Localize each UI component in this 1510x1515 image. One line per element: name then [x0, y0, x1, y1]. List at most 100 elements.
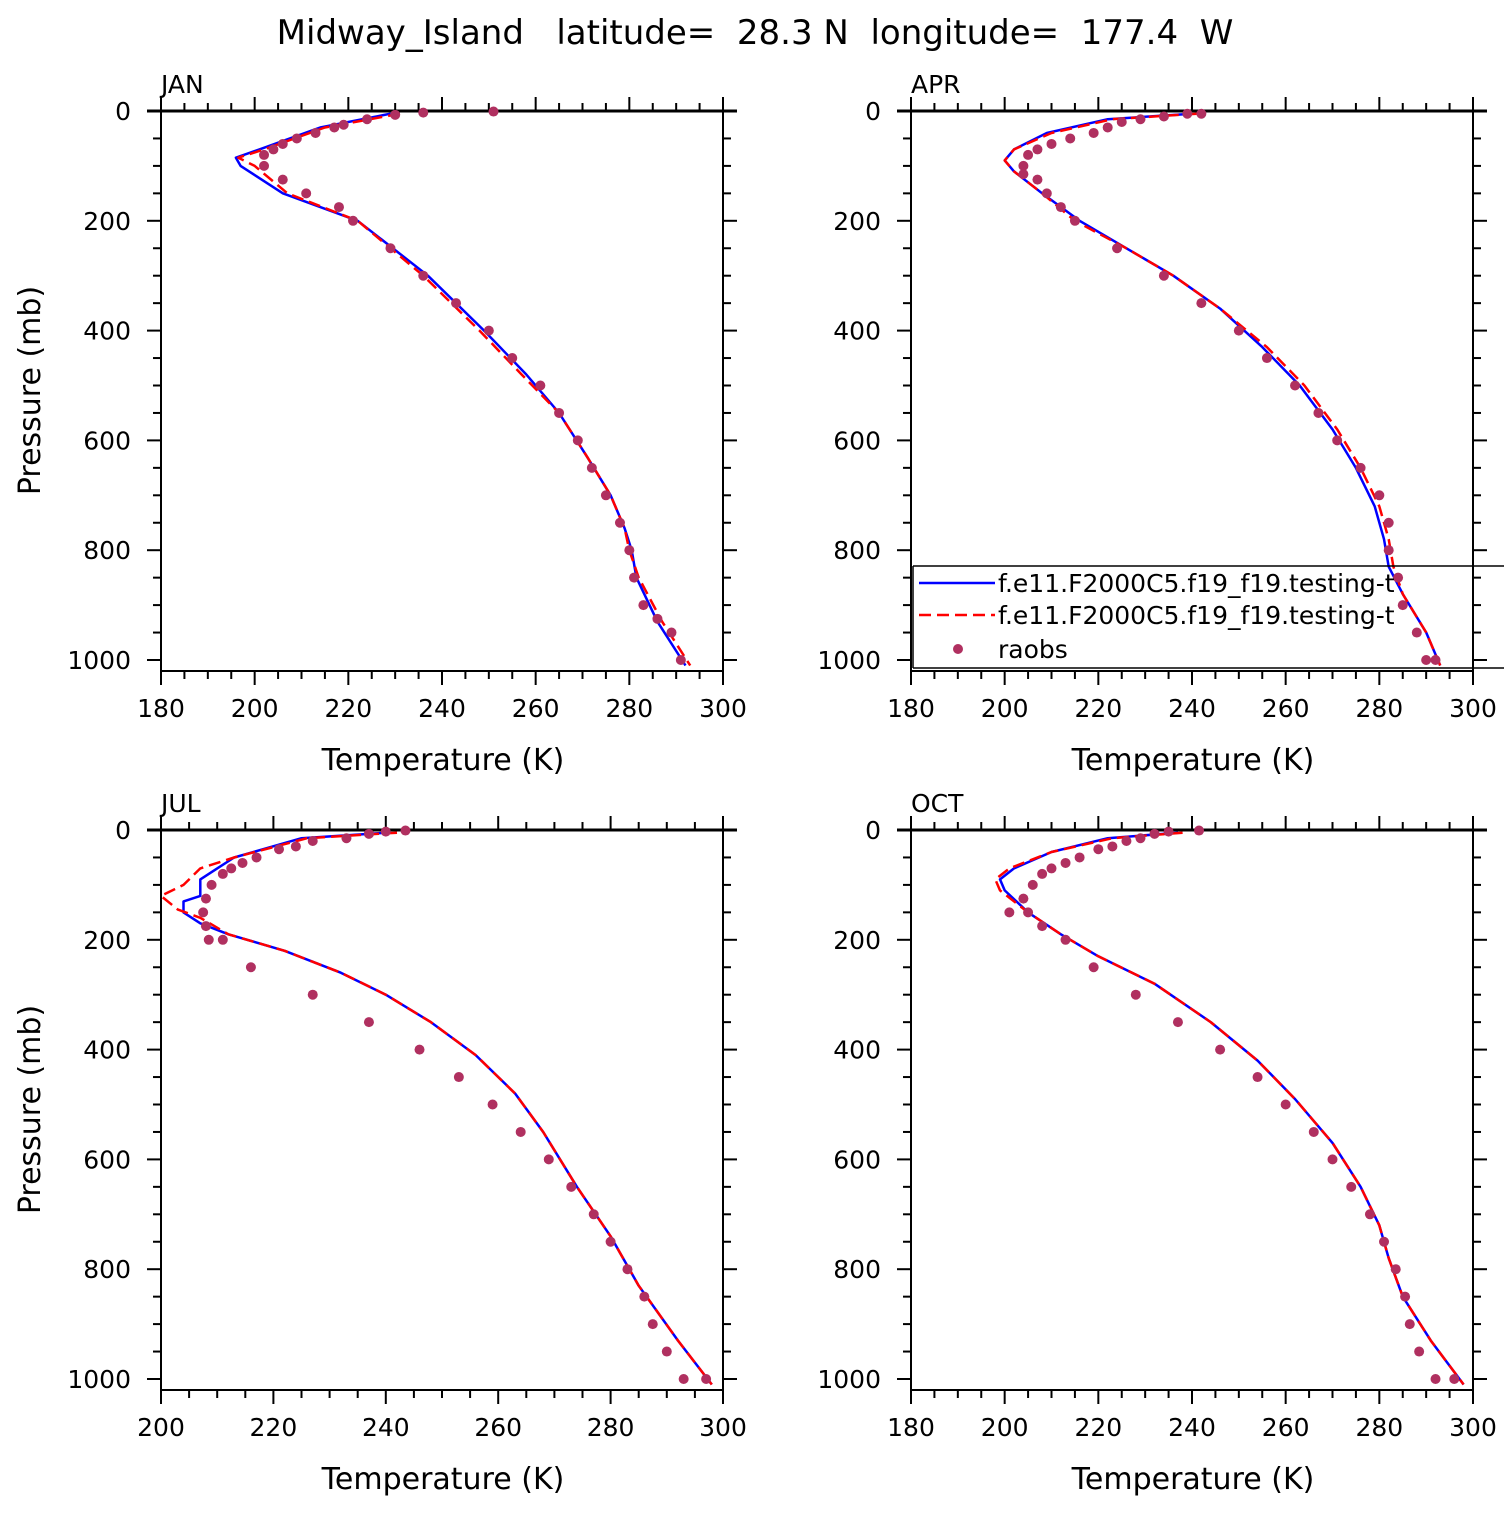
x-axis-title: Temperature (K) — [321, 1462, 565, 1497]
raobs-point — [363, 1017, 374, 1028]
y-tick-label: 600 — [83, 1145, 131, 1174]
raobs-point — [338, 119, 349, 130]
x-tick-label: 180 — [887, 694, 935, 723]
panel-label: APR — [911, 70, 961, 99]
panel-jan: JAN 180 200 220 240 260 280 300 0 200 400 600 800 100… — [13, 70, 747, 778]
raobs-point — [588, 1209, 599, 1220]
raobs-point — [622, 1264, 633, 1275]
raobs-point — [1390, 1264, 1401, 1275]
raobs-point — [217, 868, 228, 879]
raobs-point — [1158, 111, 1169, 122]
x-tick-label: 280 — [1355, 1413, 1403, 1442]
x-tick-label: 280 — [605, 694, 653, 723]
raobs-point — [638, 600, 649, 611]
raobs-point — [1032, 144, 1043, 155]
raobs-point — [1430, 655, 1441, 665]
raobs-point — [535, 380, 546, 391]
panel-oct: OCT 180 200 220 240 260 280 300 0 200 400 600 800 100… — [817, 789, 1496, 1497]
raobs-point — [600, 490, 611, 501]
raobs-point — [274, 844, 285, 855]
raobs-point — [1332, 435, 1343, 446]
model2-line — [1003, 112, 1442, 666]
raobs-point — [639, 1291, 650, 1302]
legend-label: f.e11.F2000C5.f19_f19.testing-t — [998, 601, 1395, 630]
raobs-point — [624, 545, 635, 556]
raobs-point — [1112, 243, 1123, 254]
raobs-point — [543, 1154, 554, 1165]
raobs-point — [1041, 188, 1052, 199]
raobs-point — [1060, 857, 1071, 868]
raobs-point — [1116, 116, 1127, 127]
raobs-point — [277, 174, 288, 185]
raobs-point — [1364, 1209, 1375, 1220]
raobs-point — [453, 1072, 464, 1083]
raobs-point — [1400, 1291, 1411, 1302]
x-tick-label: 220 — [250, 1413, 298, 1442]
x-tick-label: 300 — [1449, 1413, 1497, 1442]
y-tick-label: 400 — [833, 317, 881, 346]
y-tick-label: 200 — [83, 207, 131, 236]
raobs-point — [1327, 1154, 1338, 1165]
raobs-point — [307, 835, 318, 846]
raobs-point — [666, 627, 677, 638]
raobs-point — [1004, 907, 1015, 918]
raobs-point — [1037, 921, 1048, 932]
raobs-point — [488, 106, 499, 117]
raobs-point — [1196, 298, 1207, 309]
y-tick-label: 800 — [83, 1255, 131, 1284]
x-tick-label: 240 — [418, 694, 466, 723]
x-tick-label: 260 — [474, 1413, 522, 1442]
raobs-point — [418, 107, 429, 118]
model1-line — [1003, 112, 1442, 666]
legend-marker — [953, 644, 963, 654]
legend: f.e11.F2000C5.f19_f19.testing-t f.e11.F20… — [912, 565, 1504, 669]
raobs-point — [237, 857, 248, 868]
raobs-point — [1149, 828, 1160, 839]
raobs-point — [1018, 169, 1029, 180]
raobs-point — [206, 879, 217, 890]
raobs-point — [414, 1044, 425, 1055]
y-axis-title: Pressure (mb) — [13, 286, 48, 495]
raobs-point — [310, 127, 321, 138]
panel-label: JUL — [159, 789, 201, 818]
raobs-point — [301, 188, 312, 199]
raobs-point — [507, 353, 518, 364]
raobs-point — [1346, 1181, 1357, 1192]
y-tick-label: 200 — [833, 926, 881, 955]
raobs-point — [1355, 462, 1366, 473]
y-tick-label: 0 — [865, 97, 881, 126]
raobs-point — [1449, 1374, 1460, 1384]
raobs-point — [1027, 879, 1038, 890]
raobs-point — [1130, 989, 1141, 1000]
y-tick-label: 600 — [83, 426, 131, 455]
raobs-point — [1018, 893, 1029, 904]
raobs-point — [217, 934, 228, 945]
y-tick-label: 1000 — [817, 646, 881, 675]
x-tick-label: 240 — [362, 1413, 410, 1442]
raobs-point — [203, 934, 214, 945]
raobs-point — [1023, 149, 1034, 160]
raobs-point — [1421, 655, 1432, 665]
raobs-point — [333, 202, 344, 213]
x-tick-label: 300 — [1449, 694, 1497, 723]
raobs-point — [1280, 1099, 1291, 1110]
x-axis-title: Temperature (K) — [321, 743, 565, 778]
raobs-point — [1018, 160, 1029, 171]
raobs-point — [291, 133, 302, 144]
x-tick-label: 260 — [512, 694, 560, 723]
raobs-point — [554, 407, 565, 418]
x-tick-label: 200 — [137, 1413, 185, 1442]
x-tick-label: 300 — [699, 694, 747, 723]
raobs-point — [1414, 1346, 1425, 1357]
raobs-point — [1037, 868, 1048, 879]
raobs-point — [1383, 517, 1394, 528]
model2-line — [994, 831, 1465, 1386]
x-tick-label: 220 — [324, 694, 372, 723]
raobs-point — [1032, 174, 1043, 185]
x-axis-title: Temperature (K) — [1071, 743, 1315, 778]
y-tick-label: 600 — [833, 1145, 881, 1174]
raobs-point — [1393, 572, 1404, 583]
legend-label: raobs — [998, 635, 1068, 664]
panel-jul: JUL 200 220 240 260 280 300 0 200 400 600 800 1000 Te… — [13, 789, 747, 1497]
y-tick-label: 200 — [833, 207, 881, 236]
